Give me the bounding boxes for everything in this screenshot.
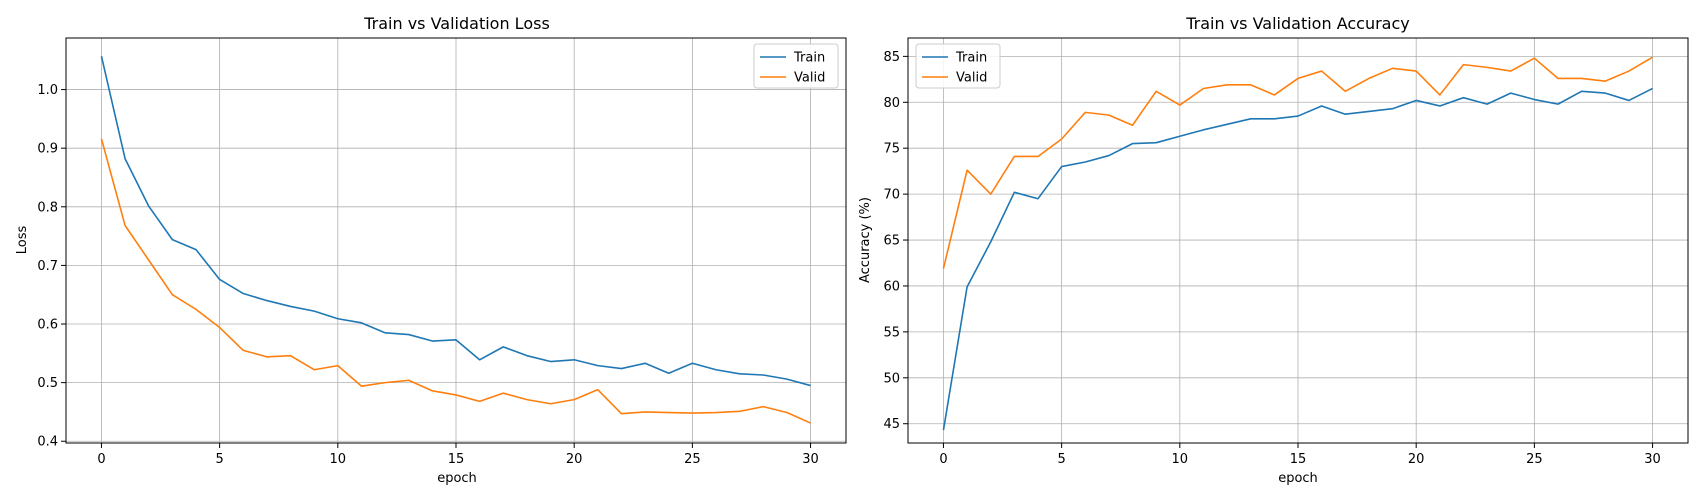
x-tick-label: 10 (330, 452, 347, 467)
legend-label: Train (955, 51, 987, 66)
x-tick-label: 0 (97, 452, 105, 467)
series-lines (942, 56, 1653, 431)
ticks: 0 5 10 15 20 25 30 0.4 0.5 0.6 0.7 0.8 0.9 1.0 (37, 83, 819, 467)
grid (908, 38, 1688, 443)
series-line-valid (100, 138, 811, 424)
x-tick-label: 5 (215, 452, 223, 467)
y-tick-label: 60 (883, 279, 900, 294)
y-tick-label: 0.9 (37, 142, 58, 157)
y-tick-label: 65 (883, 234, 900, 249)
x-tick-label: 25 (1526, 452, 1543, 467)
legend: Train Valid (915, 43, 1001, 89)
x-tick-label: 15 (1290, 452, 1307, 467)
y-tick-label: 0.8 (37, 200, 58, 215)
y-tick-label: 45 (883, 417, 900, 432)
x-tick-label: 0 (939, 452, 947, 467)
series-lines (100, 55, 811, 424)
accuracy-chart: Train vs Validation Accuracy 0 5 10 15 20 25 3… (858, 14, 1689, 486)
y-axis-label: Loss (15, 226, 30, 255)
y-tick-label: 0.5 (37, 376, 58, 391)
chart-title: Train vs Validation Loss (363, 14, 550, 33)
y-tick-label: 75 (883, 142, 900, 157)
x-axis-label: epoch (437, 471, 477, 486)
ticks: 0 5 10 15 20 25 30 45 50 55 60 65 70 75 80 85 (883, 50, 1660, 467)
y-tick-label: 1.0 (37, 83, 58, 98)
y-tick-label: 85 (883, 50, 900, 65)
y-tick-label: 0.7 (37, 259, 58, 274)
x-tick-label: 5 (1057, 452, 1065, 467)
y-tick-label: 50 (883, 371, 900, 386)
x-tick-label: 15 (448, 452, 465, 467)
y-tick-label: 70 (883, 188, 900, 203)
legend-label: Valid (956, 71, 987, 86)
legend: Train Valid (753, 43, 839, 89)
x-tick-label: 10 (1172, 452, 1189, 467)
chart-title: Train vs Validation Accuracy (1185, 14, 1410, 33)
legend-label: Valid (794, 71, 825, 86)
y-axis-label: Accuracy (%) (858, 197, 873, 283)
series-line-valid (942, 56, 1653, 269)
series-line-train (942, 87, 1653, 431)
loss-chart: Train vs Validation Loss 0 5 10 15 20 25 30 0.4… (15, 14, 847, 486)
x-axis-label: epoch (1278, 471, 1318, 486)
x-tick-label: 20 (566, 452, 583, 467)
legend-label: Train (793, 51, 825, 66)
x-tick-label: 25 (684, 452, 701, 467)
x-tick-label: 20 (1408, 452, 1425, 467)
y-tick-label: 80 (883, 96, 900, 111)
series-line-train (100, 55, 811, 387)
y-tick-label: 55 (883, 325, 900, 340)
y-tick-label: 0.4 (37, 435, 58, 450)
x-tick-label: 30 (1644, 452, 1661, 467)
grid (66, 38, 846, 443)
y-tick-label: 0.6 (37, 318, 58, 333)
x-tick-label: 30 (802, 452, 819, 467)
